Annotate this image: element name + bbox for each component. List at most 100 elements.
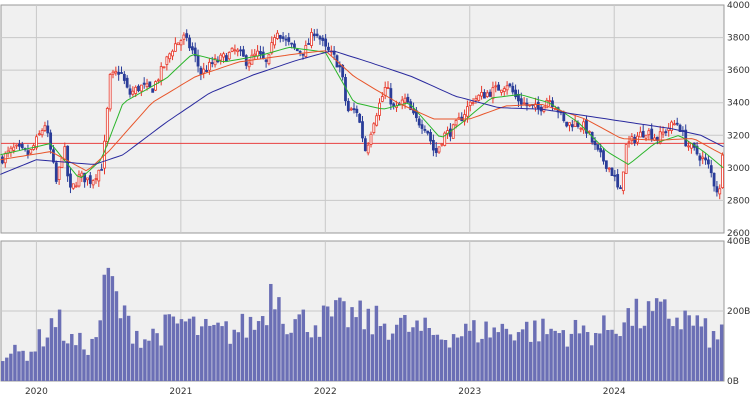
volume-bar [179,319,184,381]
volume-bar [622,322,626,381]
time-tick-label: 2024 [603,387,626,397]
candle-body [80,172,84,177]
volume-bar [301,309,306,381]
candle-body [40,130,44,136]
volume-bar [350,307,354,381]
volume-bar [687,315,691,381]
candle-body [695,145,699,155]
volume-bar [403,315,407,381]
candle-body [15,144,18,147]
candle-body [315,33,319,37]
volume-bar [191,316,196,381]
volume-bar [216,322,220,381]
volume-bar [703,318,708,381]
candle-body [389,88,393,105]
candle-body [18,143,21,147]
candle-body [63,146,67,160]
candle-body [610,167,614,176]
volume-bar [167,314,171,381]
moving-average-lines [0,46,724,179]
candle-body [171,50,174,57]
volume-bar [175,323,180,381]
volume-bar [447,347,452,381]
candle-body [707,159,710,165]
candle-body [122,73,126,81]
volume-bar [366,308,371,381]
candle-body [259,51,262,55]
price-tick-label: 2800 [727,196,750,206]
candle-body [219,54,223,61]
volume-bar [122,305,127,381]
candle-body [105,108,109,142]
candle-body [471,102,475,105]
candle-body [148,81,152,88]
candle-body [451,124,455,139]
price-axis-ticks: 2600 2800 3000 3200 3400 3600 3800 4000 [727,1,750,239]
volume-bar [459,336,464,381]
volume-bar [549,328,553,381]
volume-bar [135,330,139,381]
volume-bar [118,318,123,381]
candle-body [86,177,89,181]
volume-bar [220,326,224,381]
volume-bar [155,333,159,381]
candle-body [239,49,242,52]
price-tick-label: 3600 [727,66,750,76]
volume-bar [431,334,436,381]
candle-body [570,124,574,128]
volume-bar [679,329,683,381]
candle-body [596,144,600,150]
candle-body [304,45,308,57]
candle-body [517,93,520,102]
candle-body [372,123,376,133]
volume-bar [500,323,505,381]
candle-body [293,43,296,48]
candle-body [156,79,160,82]
candle-body [213,58,217,66]
volume-bar [1,361,5,381]
candle-body [579,127,583,130]
volume-bar [512,340,517,381]
candle-body [522,102,526,105]
volume-bar [342,301,346,381]
volume-bar [663,299,667,381]
candle-body [607,167,611,170]
volume-axis-ticks: 0B 200B 400B [727,237,750,387]
volume-bar [699,326,704,381]
candle-body [621,171,625,192]
price-tick-label: 3800 [727,34,750,44]
candle-body [205,70,208,73]
candle-body [310,32,313,46]
volume-bar [719,324,724,381]
candle-body [321,37,325,41]
candle-body [403,97,407,103]
volume-bar [541,318,545,381]
moving-average-line [0,50,724,172]
candle-body [46,125,50,134]
volume-bar [338,297,342,381]
candle-body [207,61,211,71]
volume-bar [110,276,115,381]
volume-bar [224,321,228,381]
volume-bar [378,326,383,381]
candle-body [270,42,274,54]
volume-bar [330,316,334,381]
candle-body [37,133,41,136]
candle-body [661,131,665,135]
candle-body [352,108,356,111]
candle-body [602,150,605,162]
candle-body [276,32,279,39]
candle-body [338,65,342,68]
candle-body [545,99,549,109]
candle-body [684,129,688,147]
volume-bar [41,346,46,381]
candle-body [641,130,645,138]
candle-body [301,53,305,56]
candle-body [619,187,622,190]
candle-body [369,133,373,145]
volume-bar [411,327,415,381]
candle-body [658,131,662,144]
volume-bar [228,343,232,381]
candle-body [111,71,115,75]
